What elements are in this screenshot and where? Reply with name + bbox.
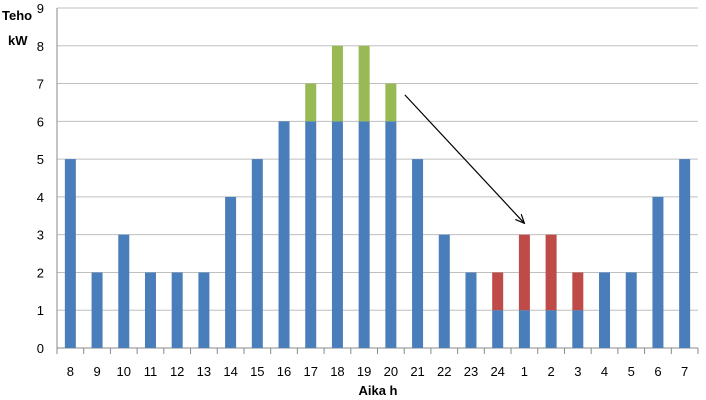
x-tick-label: 21 bbox=[410, 364, 424, 379]
x-tick-label: 7 bbox=[681, 364, 688, 379]
x-tick-label: 15 bbox=[250, 364, 264, 379]
x-tick-label: 8 bbox=[67, 364, 74, 379]
bar-segment bbox=[331, 121, 343, 348]
x-tick-label: 3 bbox=[574, 364, 581, 379]
bar-segment bbox=[358, 121, 370, 348]
x-tick-label: 12 bbox=[170, 364, 184, 379]
y-tick-label: 0 bbox=[37, 341, 44, 356]
bar-segment bbox=[492, 310, 504, 348]
bar-segment bbox=[64, 159, 76, 348]
y-tick-label: 6 bbox=[37, 114, 44, 129]
bar-segment bbox=[305, 121, 317, 348]
x-tick-label: 11 bbox=[144, 364, 158, 379]
x-tick-label: 9 bbox=[93, 364, 100, 379]
bar-segment bbox=[438, 234, 450, 348]
x-tick-labels: 8 9 10 11 12 13 14 15 16 17 18 19 20 21 22 23 24 1 2 3 4 5 6 7 bbox=[67, 364, 689, 379]
bar-segment bbox=[331, 45, 343, 122]
x-tick-label: 14 bbox=[223, 364, 237, 379]
bar-segment bbox=[625, 272, 637, 348]
x-tick-label: 4 bbox=[601, 364, 608, 379]
bars bbox=[64, 45, 691, 348]
x-tick-label: 10 bbox=[117, 364, 131, 379]
bar-segment bbox=[251, 159, 263, 348]
y-axis-title-line2: kW bbox=[8, 33, 28, 48]
x-tick-label: 2 bbox=[547, 364, 554, 379]
y-tick-labels: 0 1 2 3 4 5 6 7 8 9 bbox=[37, 1, 44, 356]
bar-segment bbox=[198, 272, 210, 348]
bar-segment bbox=[599, 272, 611, 348]
bar-segment bbox=[278, 121, 290, 348]
y-tick-label: 9 bbox=[37, 1, 44, 16]
x-tick-label: 18 bbox=[330, 364, 344, 379]
y-tick-label: 1 bbox=[37, 303, 44, 318]
bar-segment bbox=[385, 121, 397, 348]
x-tick-label: 24 bbox=[490, 364, 504, 379]
x-tick-label: 17 bbox=[303, 364, 317, 379]
y-tick-label: 2 bbox=[37, 265, 44, 280]
bar-segment bbox=[545, 310, 557, 348]
bar-segment bbox=[225, 196, 237, 348]
x-axis-title: Aika h bbox=[358, 383, 397, 398]
bar-segment bbox=[412, 159, 424, 348]
bar-segment bbox=[358, 45, 370, 122]
bar-segment bbox=[652, 196, 664, 348]
bar-segment bbox=[118, 234, 130, 348]
bar-segment bbox=[492, 272, 504, 311]
x-tick-label: 16 bbox=[277, 364, 291, 379]
bar-segment bbox=[679, 159, 691, 348]
y-tick-label: 7 bbox=[37, 77, 44, 92]
bar-segment bbox=[144, 272, 156, 348]
bar-segment bbox=[518, 234, 530, 311]
bar-segment bbox=[305, 83, 317, 122]
x-tick-label: 5 bbox=[628, 364, 635, 379]
x-tick-label: 22 bbox=[437, 364, 451, 379]
bar-segment bbox=[572, 272, 584, 311]
x-tick-label: 1 bbox=[521, 364, 528, 379]
bar-segment bbox=[572, 310, 584, 348]
x-tick-label: 23 bbox=[464, 364, 478, 379]
gridlines bbox=[57, 7, 698, 349]
axes bbox=[56, 8, 699, 354]
x-tick-label: 20 bbox=[384, 364, 398, 379]
bar-segment bbox=[465, 272, 477, 348]
x-tick-label: 19 bbox=[357, 364, 371, 379]
bar-segment bbox=[545, 234, 557, 311]
y-axis-title-line1: Teho bbox=[2, 8, 32, 23]
y-tick-label: 4 bbox=[37, 190, 44, 205]
bar-segment bbox=[171, 272, 183, 348]
x-tick-label: 13 bbox=[197, 364, 211, 379]
annotation bbox=[404, 94, 525, 223]
y-tick-label: 3 bbox=[37, 228, 44, 243]
annotation-arrow bbox=[404, 94, 525, 223]
bar-segment bbox=[91, 272, 103, 348]
y-tick-label: 8 bbox=[37, 39, 44, 54]
bar-segment bbox=[385, 83, 397, 122]
bar-segment bbox=[518, 310, 530, 348]
x-tick-label: 6 bbox=[654, 364, 661, 379]
y-tick-label: 5 bbox=[37, 152, 44, 167]
